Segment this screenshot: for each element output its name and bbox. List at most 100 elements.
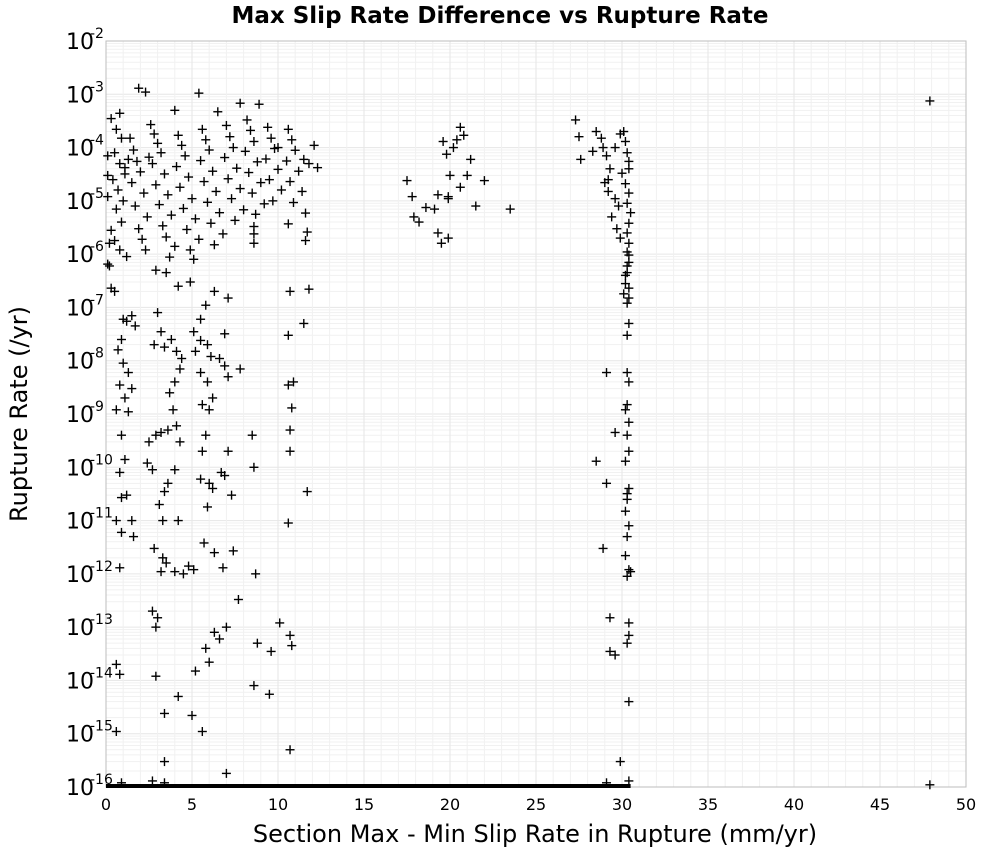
data-point [110, 236, 120, 246]
y-tick-label: 10-13 [66, 612, 113, 641]
data-point [622, 638, 632, 648]
data-point [215, 208, 225, 218]
data-point [206, 351, 216, 361]
data-point [285, 745, 295, 755]
data-point [228, 546, 238, 556]
data-point [304, 284, 314, 294]
data-point [196, 368, 206, 378]
data-point [452, 135, 462, 145]
data-point [605, 613, 615, 623]
data-point [103, 259, 113, 269]
data-point [266, 133, 276, 143]
data-point [202, 340, 212, 350]
data-point [137, 234, 147, 244]
data-point [249, 681, 259, 691]
data-point [622, 298, 632, 308]
data-point [462, 170, 472, 180]
data-point [170, 241, 180, 251]
data-point [175, 437, 185, 447]
data-point [159, 757, 169, 767]
data-point [120, 454, 130, 464]
data-point [110, 286, 120, 296]
data-point [127, 384, 137, 394]
data-point [430, 204, 440, 214]
data-point [113, 185, 123, 195]
data-point [239, 205, 249, 215]
data-point [620, 270, 630, 280]
y-tick-exponent: -13 [90, 612, 113, 628]
data-point [626, 208, 636, 218]
data-point [301, 208, 311, 218]
data-point [242, 115, 252, 125]
data-point [127, 178, 137, 188]
data-point [201, 643, 211, 653]
data-point [142, 212, 152, 222]
y-tick-label: 10-4 [66, 133, 104, 162]
data-point [197, 124, 207, 134]
data-point [235, 184, 245, 194]
data-point [194, 234, 204, 244]
data-point [299, 318, 309, 328]
data-point [187, 710, 197, 720]
data-point [622, 261, 632, 271]
data-point [165, 252, 175, 262]
data-point [421, 203, 431, 213]
data-point [283, 124, 293, 134]
data-point [127, 516, 137, 526]
data-point [199, 538, 209, 548]
data-point [127, 311, 137, 321]
data-point [196, 335, 206, 345]
y-tick-base: 10 [66, 137, 94, 162]
data-point [622, 330, 632, 340]
data-point [622, 532, 632, 542]
x-tick-label: 35 [698, 795, 718, 814]
data-point [180, 151, 190, 161]
data-point [302, 487, 312, 497]
x-tick-label: 20 [440, 795, 460, 814]
data-point [301, 236, 311, 246]
data-point [209, 627, 219, 637]
y-tick-exponent: -14 [90, 665, 113, 681]
y-tick-exponent: -10 [90, 452, 113, 468]
data-point [620, 405, 630, 415]
data-point [208, 393, 218, 403]
data-point [173, 516, 183, 526]
y-tick-exponent: -11 [90, 506, 113, 522]
data-point [161, 558, 171, 568]
data-point [122, 316, 132, 326]
data-point [261, 154, 271, 164]
data-point [147, 776, 157, 786]
data-point [240, 146, 250, 156]
data-point [116, 430, 126, 440]
data-point [115, 380, 125, 390]
data-point [227, 194, 237, 204]
data-point [146, 120, 156, 130]
data-point [147, 465, 157, 475]
data-point [218, 229, 228, 239]
y-tick-label: 10-8 [66, 346, 104, 375]
data-point [111, 516, 121, 526]
data-point [297, 186, 307, 196]
data-point [163, 190, 173, 200]
data-point [189, 254, 199, 264]
data-point [134, 224, 144, 234]
data-point [196, 314, 206, 324]
data-point [275, 618, 285, 628]
data-point [175, 182, 185, 192]
data-point [294, 166, 304, 176]
data-point [177, 354, 187, 364]
data-point [624, 776, 634, 786]
data-point [122, 490, 132, 500]
data-point [185, 245, 195, 255]
data-point [283, 518, 293, 528]
data-point [153, 613, 163, 623]
data-point [624, 697, 634, 707]
x-tick-label: 30 [612, 795, 632, 814]
data-point [208, 166, 218, 176]
data-point [443, 194, 453, 204]
data-point [154, 200, 164, 210]
data-point [244, 168, 254, 178]
data-point [141, 87, 151, 97]
x-tick-label: 15 [354, 795, 374, 814]
data-point [624, 238, 634, 248]
